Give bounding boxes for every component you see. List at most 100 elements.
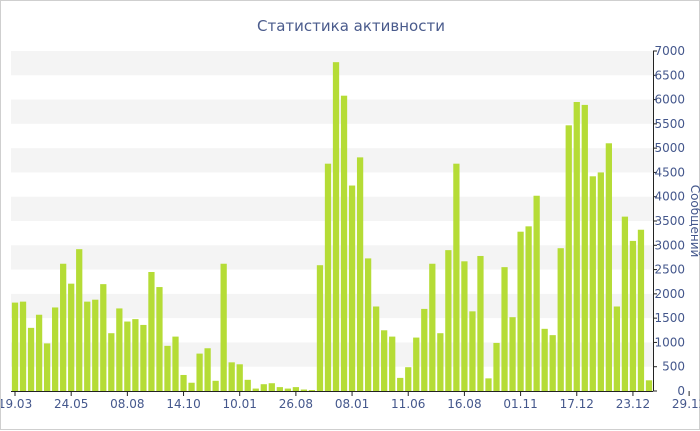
bar: [477, 255, 484, 391]
bar: [445, 250, 452, 391]
bar: [148, 272, 155, 391]
bar: [116, 308, 123, 391]
bar: [204, 348, 211, 391]
bar: [196, 353, 203, 391]
bar: [621, 216, 629, 391]
x-axis: 19.03 24.05 08.08 14.10 10.01 26.08 08.01 11.06…: [1, 391, 700, 411]
bar: [212, 380, 219, 391]
bar: [260, 384, 267, 391]
bar: [364, 258, 372, 391]
bar: [637, 229, 645, 391]
x-tick-label: 24.05: [54, 397, 88, 411]
bar: [381, 330, 388, 391]
bar: [132, 319, 139, 391]
x-tick-label: 19.03: [1, 397, 32, 411]
x-tick-label: 29.12: [672, 397, 700, 411]
y-tick-label: 6500: [654, 68, 685, 82]
bar: [52, 307, 59, 391]
bar: [316, 265, 324, 391]
bar: [589, 176, 596, 391]
bar: [27, 327, 35, 391]
bar: [324, 163, 332, 391]
x-tick-label: 14.10: [166, 397, 200, 411]
y-tick-label: 4500: [654, 165, 685, 179]
bar: [348, 185, 356, 391]
x-tick-label: 01.11: [503, 397, 537, 411]
y-tick-label: 3000: [654, 238, 685, 252]
grid-stripe: [11, 148, 653, 173]
y-tick-label: 2500: [654, 263, 685, 277]
bar: [276, 387, 283, 391]
bar: [11, 302, 19, 391]
bar: [19, 301, 27, 391]
x-tick-label: 11.06: [391, 397, 425, 411]
bar: [308, 390, 316, 391]
bar: [300, 389, 308, 391]
bar: [284, 388, 291, 391]
y-tick-label: 3500: [654, 214, 685, 228]
grid-stripe: [11, 99, 653, 124]
bar: [493, 342, 500, 391]
bar: [140, 324, 147, 391]
bar: [100, 284, 107, 391]
y-tick-label: 1500: [654, 311, 685, 325]
bar: [533, 195, 540, 391]
bar: [429, 263, 436, 391]
bar: [373, 306, 380, 391]
stripe-layer: [11, 51, 653, 367]
bar: [509, 317, 516, 391]
bar: [244, 379, 251, 391]
bar: [76, 249, 83, 391]
y-tick-label: 1000: [654, 335, 685, 349]
x-tick-label: 16.08: [447, 397, 481, 411]
bar: [501, 267, 508, 391]
bar: [84, 301, 91, 391]
x-tick-label: 08.08: [110, 397, 144, 411]
x-tick-label: 23.12: [616, 397, 650, 411]
bar: [220, 263, 227, 391]
bar: [581, 104, 588, 391]
bar: [565, 125, 572, 391]
bar: [389, 336, 396, 391]
bar-layer: [11, 62, 653, 392]
y-tick-label: 2000: [654, 287, 685, 301]
y-tick-label: 5500: [654, 117, 685, 131]
bar: [332, 62, 340, 392]
y-tick-label: 5000: [654, 141, 685, 155]
bar: [180, 374, 187, 391]
bar: [413, 337, 420, 391]
x-tick-label: 17.12: [560, 397, 594, 411]
grid-stripe: [11, 245, 653, 270]
x-tick-label: 10.01: [223, 397, 257, 411]
bar: [92, 299, 99, 391]
bar: [645, 380, 653, 391]
bar: [405, 367, 412, 391]
bar: [573, 102, 580, 391]
grid-stripe: [11, 342, 653, 367]
bar: [124, 321, 131, 391]
bar: [60, 263, 67, 391]
bar: [68, 283, 75, 391]
bar: [525, 226, 532, 391]
y-tick-label: 6000: [654, 93, 685, 107]
x-tick-label: 08.01: [335, 397, 369, 411]
bar: [517, 231, 524, 391]
y-tick-label: 7000: [654, 44, 685, 58]
y-axis: 0 500 1000 1500 2000 2500 3000 3500 4000 4500 5000…: [653, 44, 685, 398]
x-tick-label: 26.08: [279, 397, 313, 411]
bar: [485, 378, 492, 391]
bar: [629, 240, 637, 391]
chart-title: Статистика активности: [257, 17, 445, 35]
bar: [557, 248, 564, 391]
bar: [108, 333, 115, 391]
bar: [164, 345, 171, 391]
bar: [613, 306, 621, 391]
bar: [437, 333, 444, 391]
y-tick-label: 4000: [654, 190, 685, 204]
bar: [421, 308, 428, 391]
bar: [549, 335, 556, 391]
bar: [236, 364, 243, 391]
bar: [228, 362, 235, 391]
bar: [597, 172, 604, 391]
